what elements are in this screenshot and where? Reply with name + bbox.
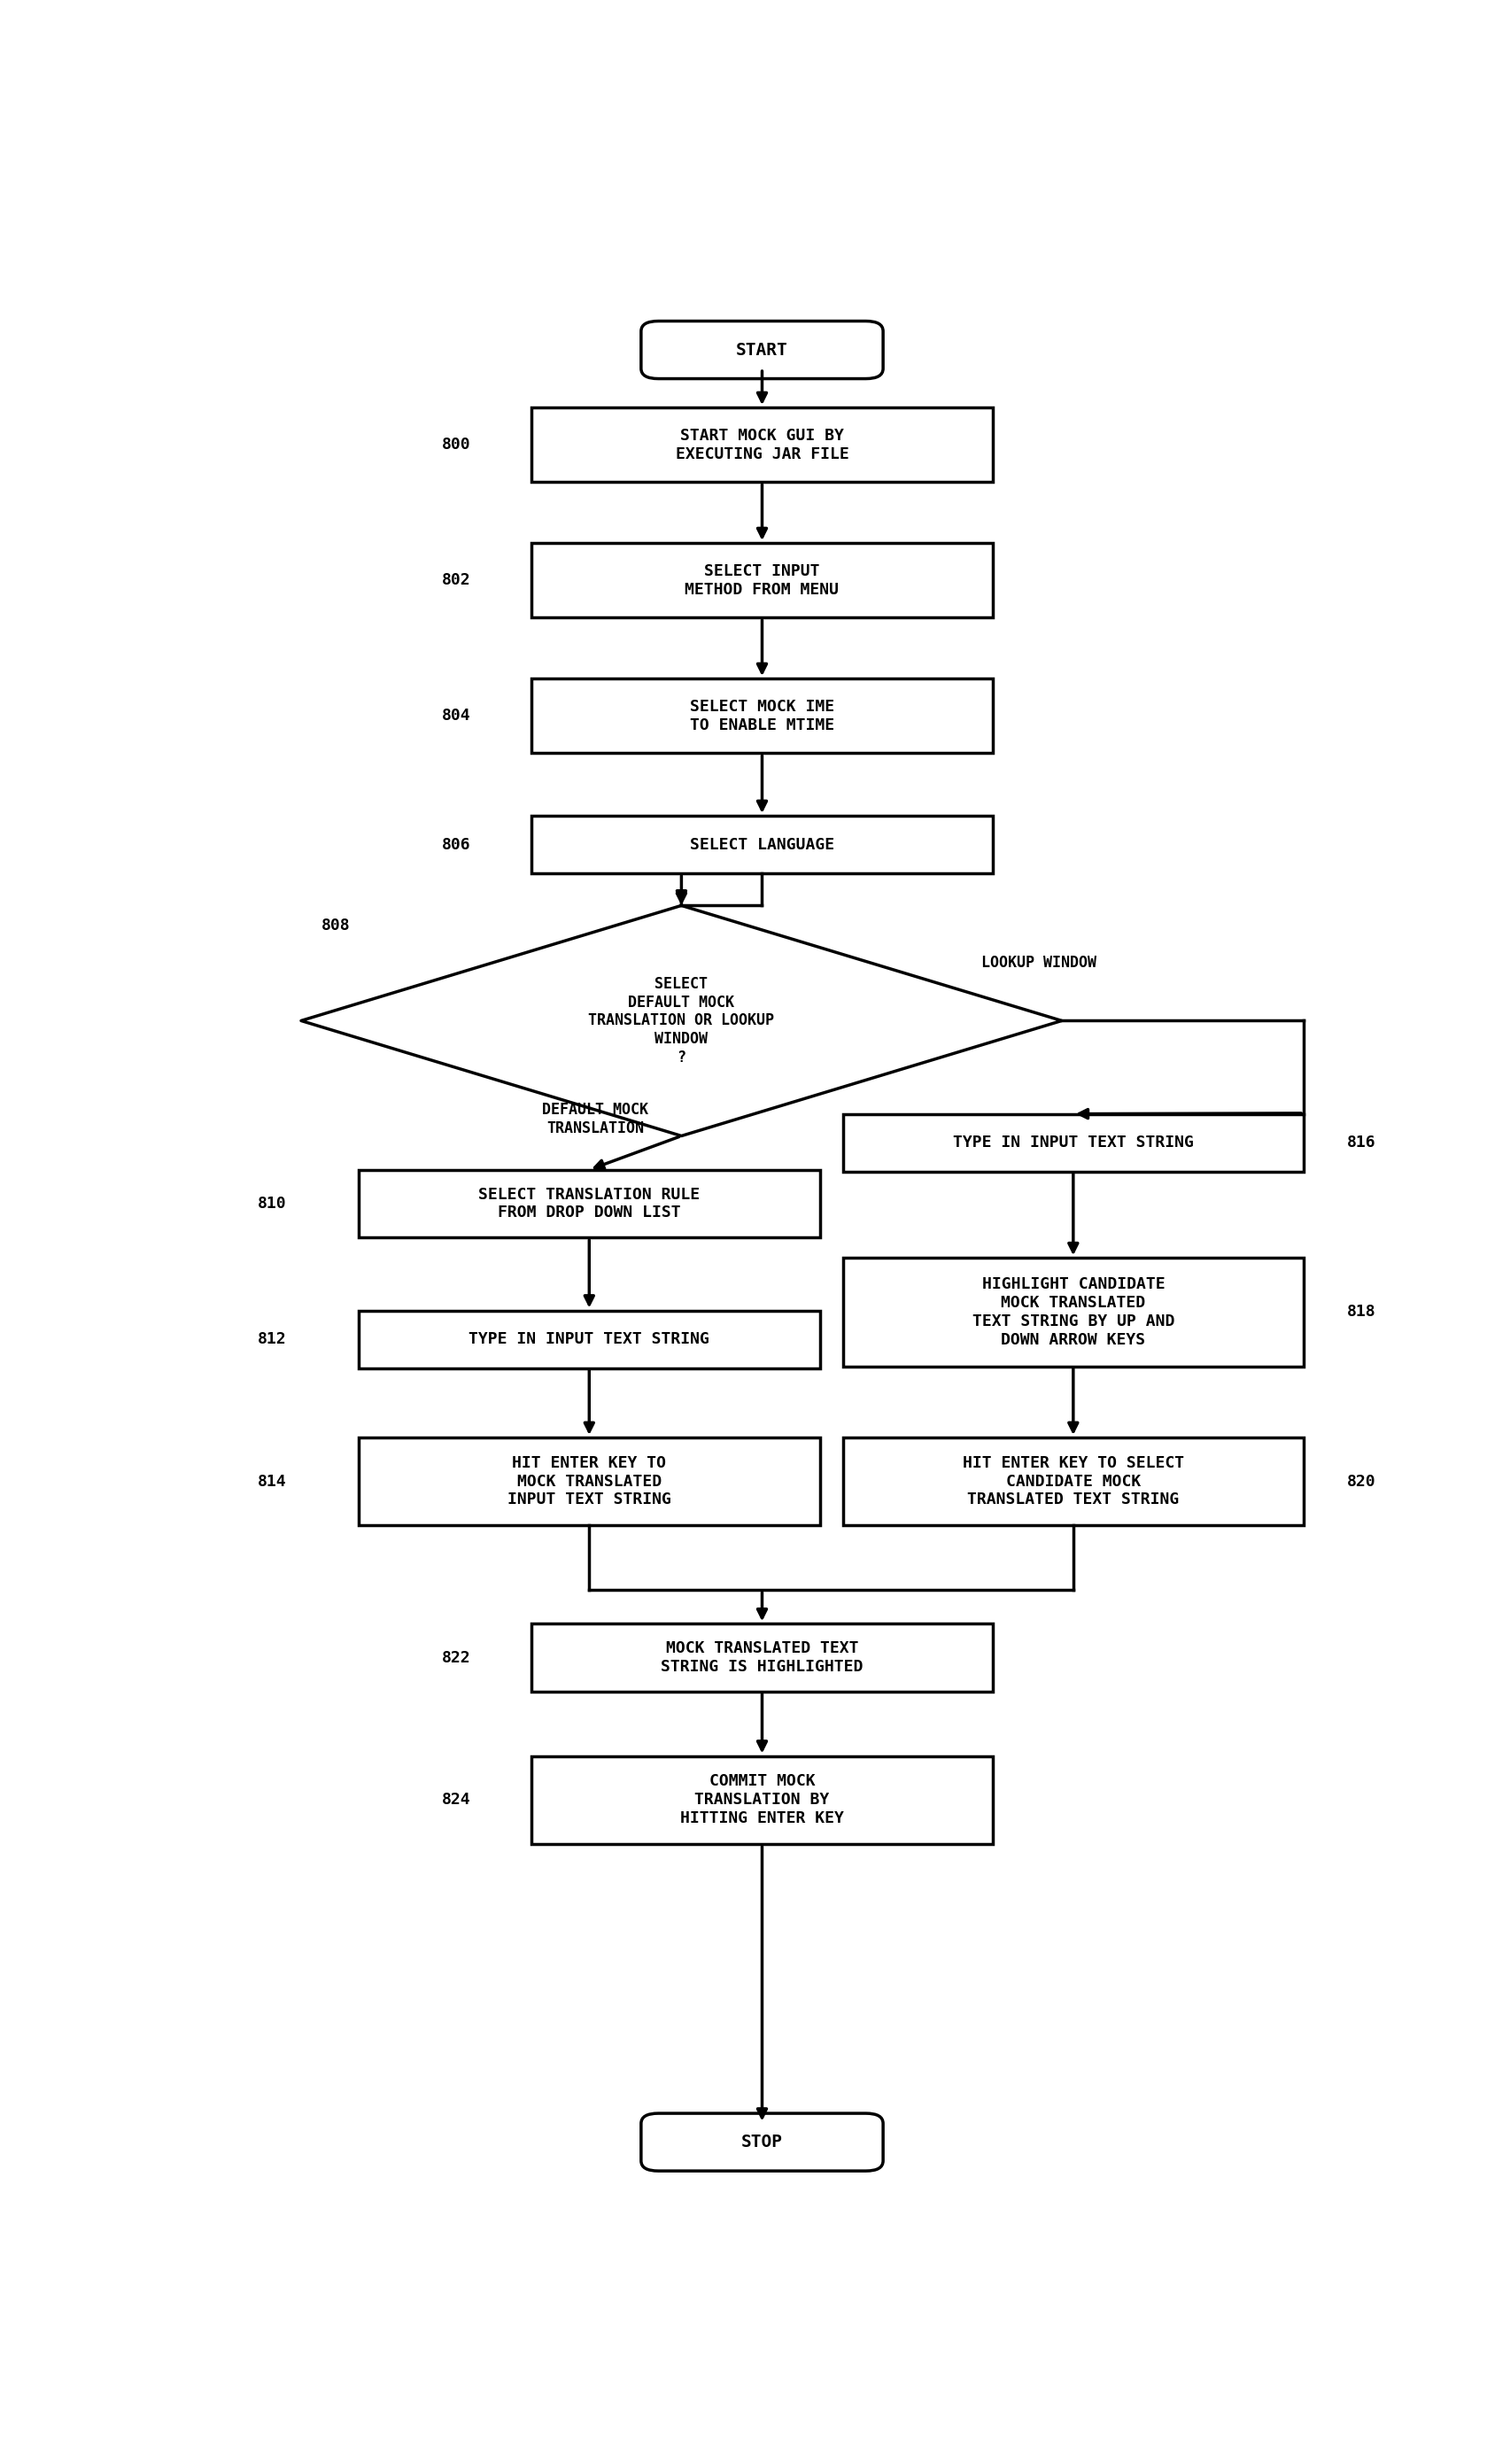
Text: 804: 804	[442, 707, 471, 724]
Text: 816: 816	[1347, 1136, 1375, 1151]
Bar	[532, 407, 993, 483]
Text: SELECT TRANSLATION RULE
FROM DROP DOWN LIST: SELECT TRANSLATION RULE FROM DROP DOWN L…	[479, 1188, 700, 1220]
Text: HIT ENTER KEY TO
MOCK TRANSLATED
INPUT TEXT STRING: HIT ENTER KEY TO MOCK TRANSLATED INPUT T…	[507, 1456, 671, 1508]
Text: TYPE IN INPUT TEXT STRING: TYPE IN INPUT TEXT STRING	[953, 1136, 1194, 1151]
Text: SELECT MOCK IME
TO ENABLE MTIME: SELECT MOCK IME TO ENABLE MTIME	[690, 700, 834, 732]
Polygon shape	[302, 907, 1062, 1136]
Text: 824: 824	[442, 1791, 471, 1809]
Text: 806: 806	[442, 838, 471, 853]
Bar	[532, 1624, 993, 1690]
Text: 800: 800	[442, 436, 471, 453]
Text: SELECT LANGUAGE: SELECT LANGUAGE	[690, 838, 834, 853]
Text: 822: 822	[442, 1651, 471, 1666]
Bar	[358, 1170, 819, 1237]
Text: SELECT INPUT
METHOD FROM MENU: SELECT INPUT METHOD FROM MENU	[686, 564, 839, 596]
Text: 808: 808	[321, 919, 349, 934]
Bar	[532, 542, 993, 618]
Text: 814: 814	[257, 1473, 287, 1488]
Bar	[532, 1757, 993, 1843]
Text: HIGHLIGHT CANDIDATE
MOCK TRANSLATED
TEXT STRING BY UP AND
DOWN ARROW KEYS: HIGHLIGHT CANDIDATE MOCK TRANSLATED TEXT…	[972, 1276, 1175, 1348]
Text: MOCK TRANSLATED TEXT
STRING IS HIGHLIGHTED: MOCK TRANSLATED TEXT STRING IS HIGHLIGHT…	[660, 1641, 864, 1676]
Text: START MOCK GUI BY
EXECUTING JAR FILE: START MOCK GUI BY EXECUTING JAR FILE	[675, 429, 849, 461]
Text: COMMIT MOCK
TRANSLATION BY
HITTING ENTER KEY: COMMIT MOCK TRANSLATION BY HITTING ENTER…	[680, 1774, 845, 1826]
Text: 818: 818	[1347, 1303, 1375, 1321]
Text: 802: 802	[442, 572, 471, 589]
Text: LOOKUP WINDOW: LOOKUP WINDOW	[981, 956, 1096, 971]
Bar	[358, 1311, 819, 1368]
FancyBboxPatch shape	[641, 320, 883, 379]
Text: DEFAULT MOCK
TRANSLATION: DEFAULT MOCK TRANSLATION	[541, 1101, 648, 1136]
Bar	[843, 1437, 1304, 1525]
Bar	[358, 1437, 819, 1525]
Bar	[843, 1114, 1304, 1170]
Text: 810: 810	[257, 1195, 287, 1212]
Text: HIT ENTER KEY TO SELECT
CANDIDATE MOCK
TRANSLATED TEXT STRING: HIT ENTER KEY TO SELECT CANDIDATE MOCK T…	[962, 1456, 1184, 1508]
Text: START: START	[736, 342, 788, 357]
Text: 820: 820	[1347, 1473, 1375, 1488]
Text: 812: 812	[257, 1331, 287, 1348]
FancyBboxPatch shape	[641, 2114, 883, 2171]
Bar	[532, 678, 993, 754]
Bar	[843, 1259, 1304, 1365]
Bar	[532, 816, 993, 872]
Text: TYPE IN INPUT TEXT STRING: TYPE IN INPUT TEXT STRING	[468, 1331, 709, 1348]
Text: STOP: STOP	[742, 2134, 782, 2151]
Text: SELECT
DEFAULT MOCK
TRANSLATION OR LOOKUP
WINDOW
?: SELECT DEFAULT MOCK TRANSLATION OR LOOKU…	[589, 976, 775, 1064]
